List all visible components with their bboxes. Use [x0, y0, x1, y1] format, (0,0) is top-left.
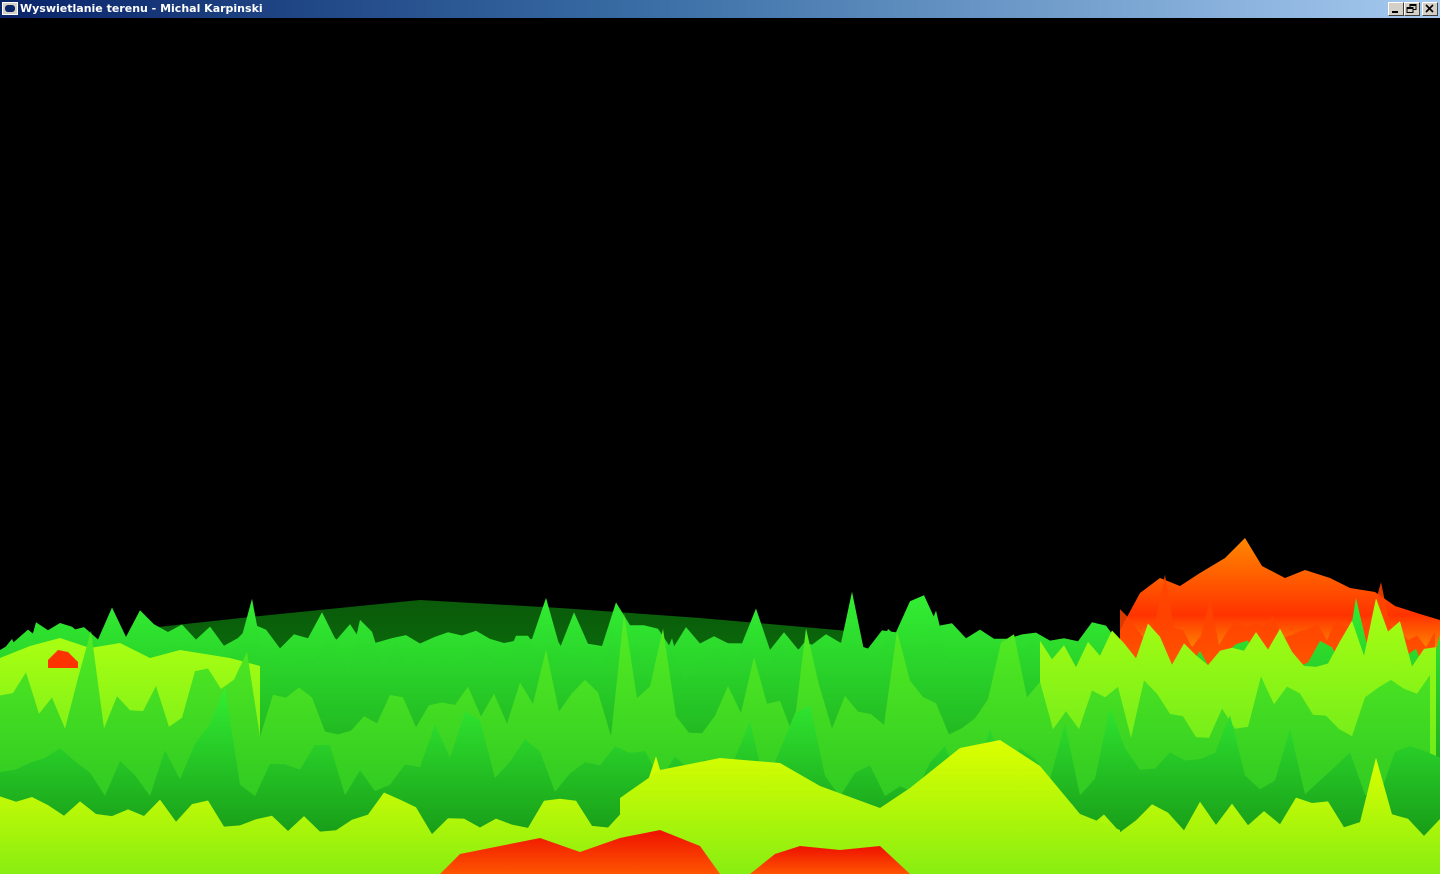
app-window-icon[interactable] — [2, 2, 18, 15]
terrain-front-red-left — [440, 830, 720, 874]
window-title: Wyswietlanie terenu - Michal Karpinski — [20, 2, 263, 15]
title-bar[interactable]: Wyswietlanie terenu - Michal Karpinski — [0, 0, 1440, 18]
restore-button[interactable] — [1404, 2, 1420, 16]
terrain-front-yellow-center — [620, 740, 1120, 874]
terrain-heightmap-3d-view — [0, 538, 1440, 874]
close-button[interactable] — [1422, 2, 1438, 16]
close-icon — [1425, 4, 1434, 13]
restore-icon — [1406, 4, 1417, 13]
minimize-icon — [1392, 11, 1398, 13]
terrain-front-red-right — [750, 846, 910, 874]
terrain-render-viewport[interactable] — [0, 18, 1440, 874]
terrain-red-cap-left — [48, 650, 78, 668]
minimize-button[interactable] — [1388, 2, 1404, 16]
